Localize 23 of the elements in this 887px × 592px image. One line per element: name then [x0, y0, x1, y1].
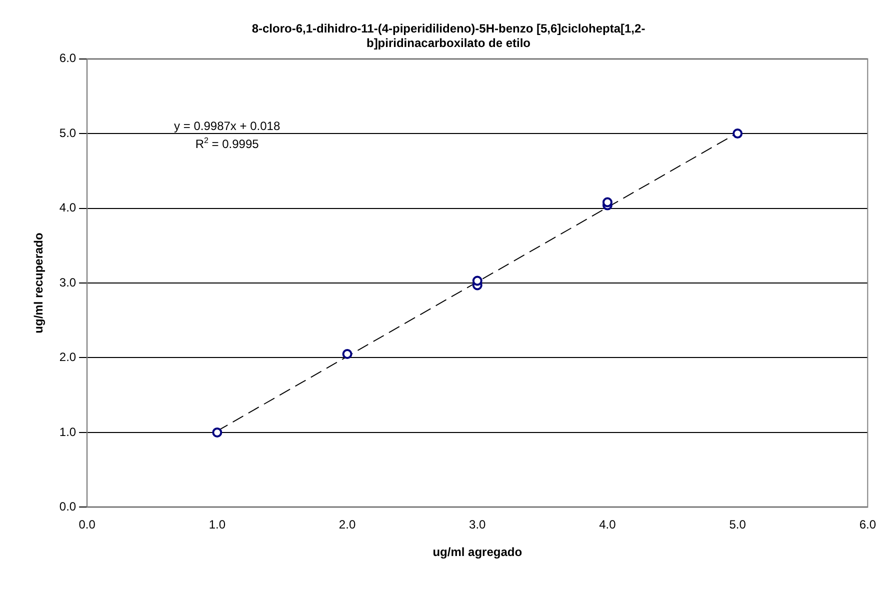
point	[602, 197, 612, 208]
annotation: y = 0.9987x + 0.018	[174, 119, 280, 134]
y-tick-label: 0.0	[59, 500, 76, 514]
x-tick-label: 6.0	[859, 518, 876, 532]
y-axis-title: ug/ml recuperado	[32, 232, 46, 334]
point	[212, 427, 222, 438]
point	[342, 348, 352, 359]
y-tick-label: 5.0	[59, 126, 76, 140]
y-tick-label: 4.0	[59, 200, 76, 215]
x-tick-label: 5.0	[729, 518, 746, 532]
x-tick-label: 1.0	[208, 518, 226, 532]
x-tick-label: 4.0	[599, 518, 616, 532]
y-tick-label: 2.0	[59, 350, 76, 364]
y-tick-label: 3.0	[59, 275, 76, 290]
x-axis-title: ug/ml agregado	[432, 545, 522, 560]
x-tick-label: 0.0	[78, 518, 96, 532]
point	[732, 128, 743, 139]
point	[472, 276, 482, 286]
x-tick-label: 3.0	[469, 518, 486, 532]
y-tick-label: 1.0	[59, 424, 76, 439]
x-tick-label: 2.0	[338, 518, 356, 532]
chart-title: 8-cloro-6,1-dihidro-11-(4-piperidilideno)-5H-benzo [5,6]ciclohepta[1,2-b]piridinacarboxilato de etilo	[252, 22, 646, 50]
y-tick-label: 6.0	[59, 51, 76, 66]
